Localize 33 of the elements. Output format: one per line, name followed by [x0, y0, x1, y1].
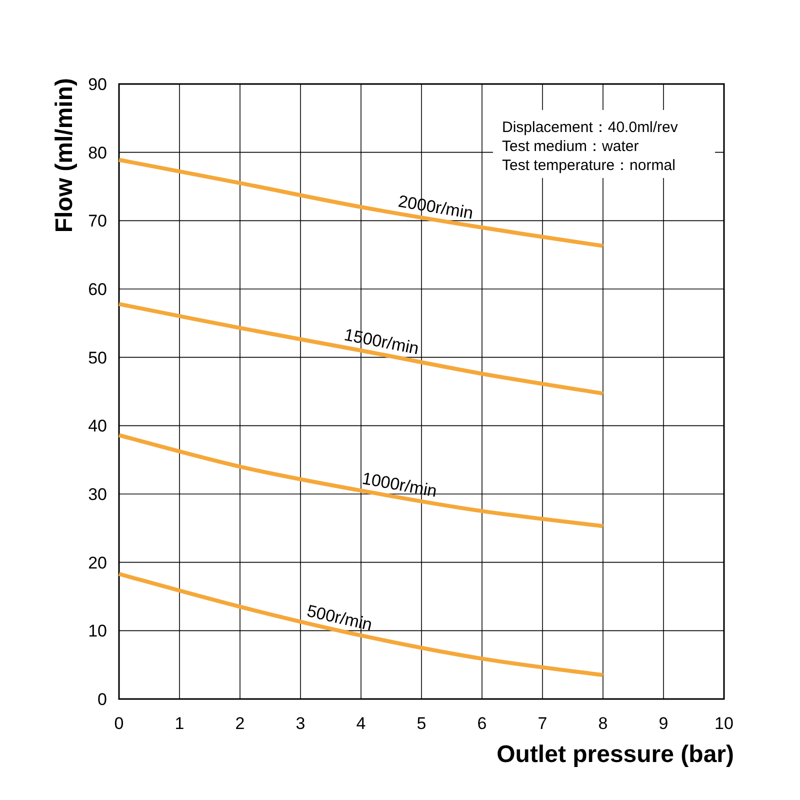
y-tick-label: 40: [88, 416, 107, 436]
y-tick-label: 10: [88, 622, 107, 641]
line-series: [117, 572, 605, 678]
y-tick-label: 90: [88, 75, 107, 94]
y-tick-label: 20: [88, 553, 107, 572]
text: 2000r/min: [396, 192, 474, 223]
x-tick-label: 6: [477, 714, 487, 733]
y-tick-label: 50: [88, 348, 107, 368]
line-series: [117, 433, 605, 528]
x-tick-label: 9: [658, 714, 668, 733]
line-series: [117, 302, 605, 396]
y-tick-label: 80: [88, 143, 107, 162]
x-tick-label: 7: [538, 714, 548, 733]
x-tick-label: 1: [174, 714, 184, 733]
x-tick-label: 3: [296, 714, 306, 733]
x-tick-label: 4: [356, 714, 366, 733]
annotation: Test medium：water: [502, 138, 639, 155]
x-tick-label: 5: [416, 714, 426, 733]
x-tick-label: 8: [598, 714, 608, 733]
x-axis-title: Outlet pressure (bar): [496, 741, 734, 768]
y-axis-title: Flow (ml/min): [51, 78, 78, 233]
y-tick-label: 70: [88, 212, 107, 231]
x-tick-label: 2: [235, 714, 245, 733]
annotation: Test temperature：normal: [502, 157, 676, 174]
annotation: Displacement：40.0ml/rev: [502, 119, 678, 136]
x-tick-label: 10: [714, 714, 734, 733]
text: 1000r/min: [360, 468, 438, 501]
text: 500r/min: [305, 601, 374, 634]
y-tick-label: 30: [88, 485, 107, 504]
y-tick-label: 60: [88, 280, 107, 299]
x-tick-label: 0: [114, 714, 124, 733]
text: 1500r/min: [342, 325, 420, 358]
y-tick-label: 0: [98, 690, 107, 709]
